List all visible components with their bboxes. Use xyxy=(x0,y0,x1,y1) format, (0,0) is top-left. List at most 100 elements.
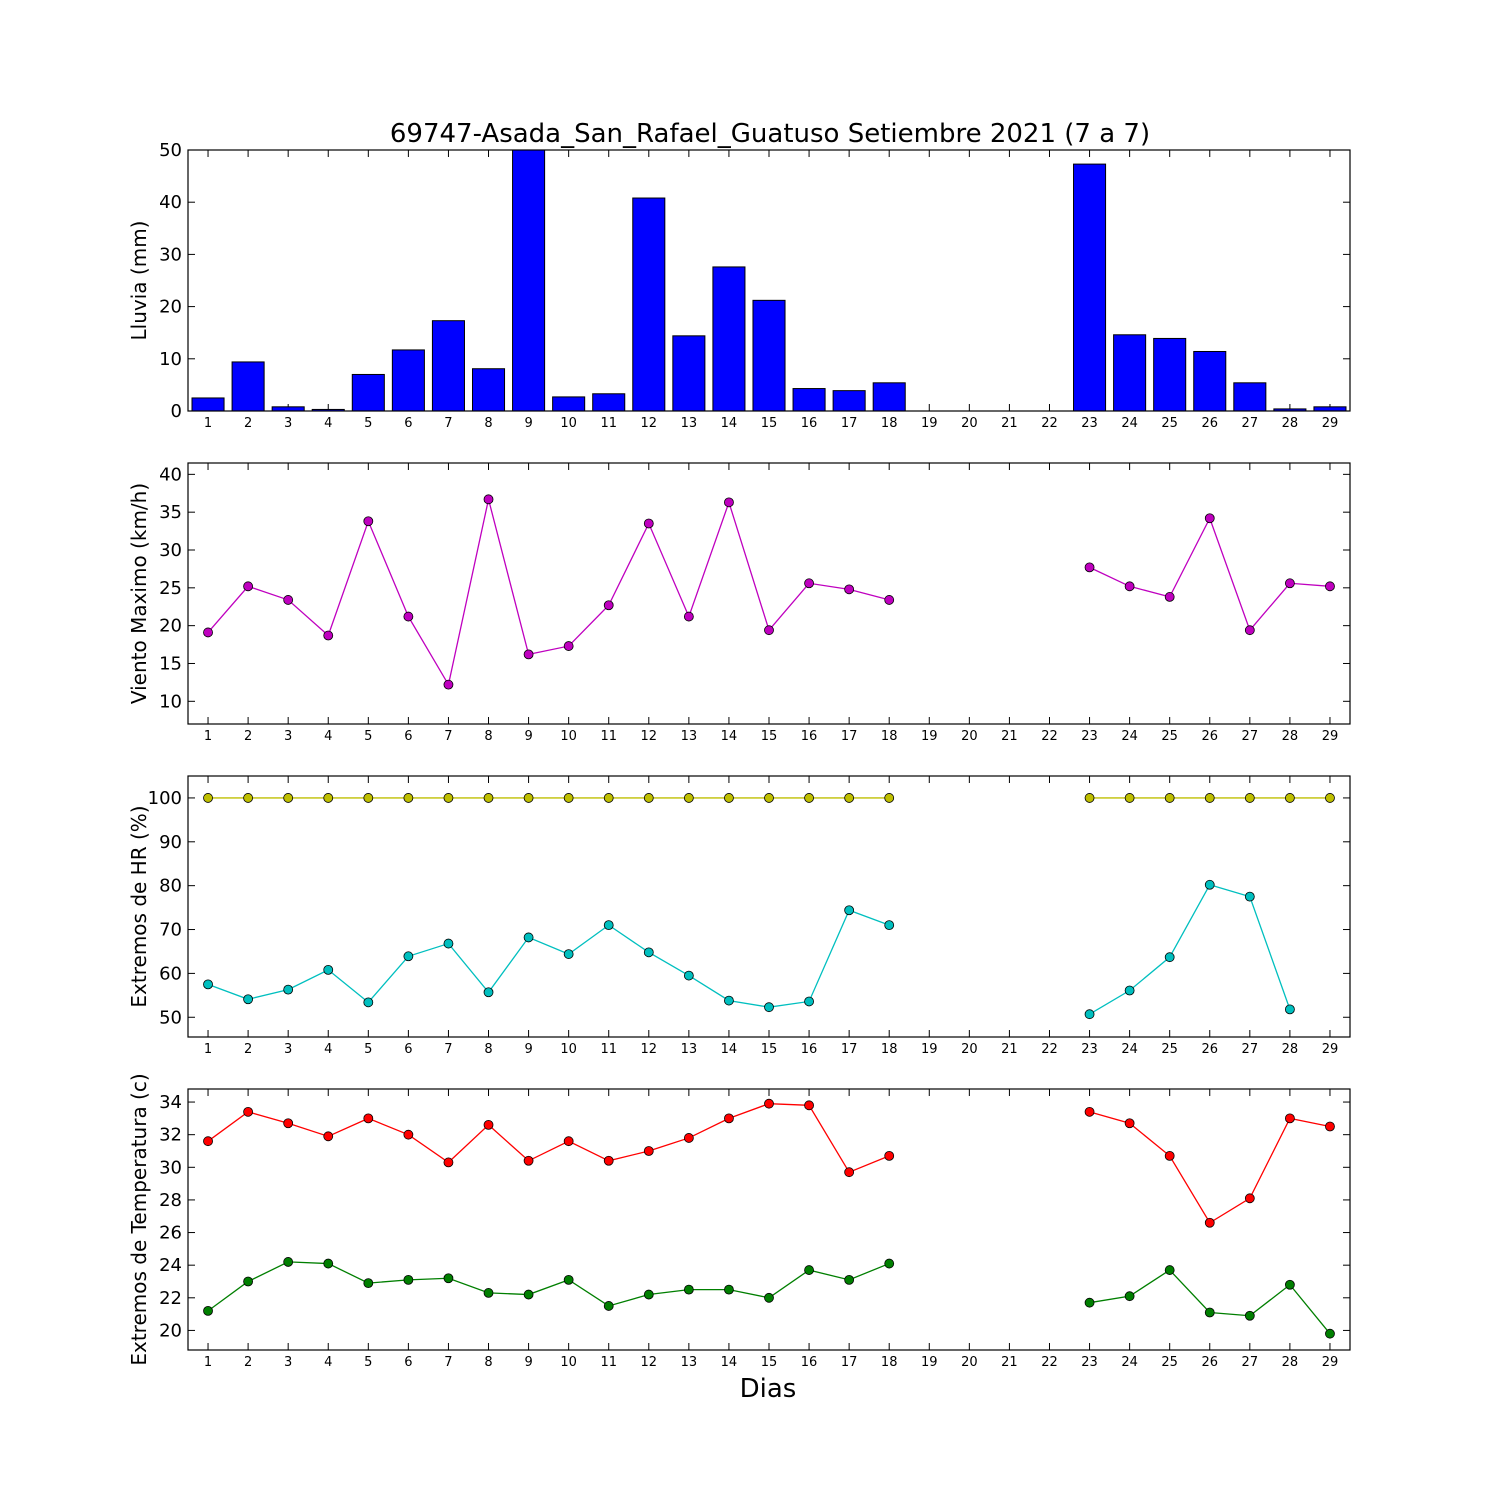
rain-xtick-label: 10 xyxy=(560,416,577,431)
temperature-data-point xyxy=(243,1106,254,1117)
humidity-data-point xyxy=(1164,952,1175,963)
temperature-data-point xyxy=(804,1265,814,1275)
wind-data-point xyxy=(1244,625,1255,636)
temperature-xtick-label: 11 xyxy=(600,1355,617,1370)
humidity-xtick-label: 18 xyxy=(881,1042,898,1057)
humidity-xtick-label: 29 xyxy=(1322,1042,1339,1057)
wind-xtick-label: 21 xyxy=(1001,729,1018,744)
humidity-data-point xyxy=(844,905,855,916)
wind-xtick-label: 5 xyxy=(364,729,372,744)
wind-ytick-label: 15 xyxy=(159,653,182,674)
temperature-data-point xyxy=(1284,1113,1295,1124)
wind-data-point xyxy=(1124,581,1135,592)
humidity-data-point xyxy=(724,995,734,1006)
humidity-data-point xyxy=(764,793,774,803)
humidity-plot-area xyxy=(203,793,1335,1020)
temperature-data-point xyxy=(403,1274,414,1285)
rain-bar xyxy=(512,150,546,411)
temperature-y-axis-label: Extremos de Temperatura (c) xyxy=(127,1073,151,1365)
temperature-xtick-label: 6 xyxy=(404,1355,412,1370)
rain-xtick-label: 6 xyxy=(404,416,412,431)
humidity-data-point xyxy=(523,932,534,943)
humidity-xtick-label: 1 xyxy=(204,1042,212,1057)
temperature-ytick-label: 34 xyxy=(159,1092,182,1113)
wind-xtick-label: 8 xyxy=(484,729,492,744)
humidity-xtick-label: 22 xyxy=(1041,1042,1058,1057)
rain-bar xyxy=(752,299,786,411)
rain-ytick-label: 20 xyxy=(159,297,182,318)
temperature-data-point xyxy=(283,1118,294,1129)
temperature-data-point xyxy=(363,1278,374,1289)
humidity-ytick-label: 80 xyxy=(159,876,182,897)
humidity-xtick-label: 2 xyxy=(244,1042,252,1057)
rain-ytick-label: 50 xyxy=(159,140,182,161)
humidity-data-point xyxy=(443,793,454,803)
humidity-data-point xyxy=(443,938,454,949)
temperature-xtick-label: 5 xyxy=(364,1355,372,1370)
x-axis-label: Dias xyxy=(740,1374,797,1404)
rain-bar xyxy=(351,373,385,411)
rain-xtick-label: 28 xyxy=(1282,416,1299,431)
temperature-data-point xyxy=(1164,1150,1175,1161)
temperature-data-point xyxy=(1164,1265,1175,1275)
humidity-data-point xyxy=(1244,891,1255,902)
rain-xtick-label: 16 xyxy=(801,416,818,431)
humidity-data-point xyxy=(1124,793,1135,803)
rain-bar xyxy=(832,390,866,411)
temperature-xtick-label: 27 xyxy=(1242,1355,1259,1370)
rain-xtick-label: 2 xyxy=(244,416,252,431)
temperature-data-point xyxy=(203,1305,213,1316)
rain-xtick-label: 4 xyxy=(324,416,332,431)
humidity-data-point xyxy=(764,1002,774,1013)
rain-xtick-label: 15 xyxy=(761,416,778,431)
rain-bar xyxy=(471,368,506,411)
wind-xtick-label: 7 xyxy=(444,729,452,744)
rain-ytick-label: 0 xyxy=(171,401,182,422)
humidity-xtick-label: 3 xyxy=(284,1042,292,1057)
wind-data-point xyxy=(764,625,774,636)
temperature-data-point xyxy=(1124,1118,1135,1129)
humidity-xtick-label: 20 xyxy=(961,1042,978,1057)
rain-bar xyxy=(191,397,225,411)
wind-xtick-label: 29 xyxy=(1322,729,1339,744)
temperature-xtick-label: 29 xyxy=(1322,1355,1339,1370)
rain-xtick-label: 22 xyxy=(1041,416,1058,431)
temperature-data-point xyxy=(243,1276,254,1287)
humidity-ytick-label: 70 xyxy=(159,920,182,941)
temperature-xtick-label: 13 xyxy=(681,1355,698,1370)
humidity-data-point xyxy=(884,920,895,931)
rain-xtick-label: 25 xyxy=(1161,416,1178,431)
rain-xtick-label: 29 xyxy=(1322,416,1339,431)
humidity-xtick-label: 5 xyxy=(364,1042,372,1057)
wind-data-point xyxy=(403,611,414,622)
humidity-xtick-label: 14 xyxy=(721,1042,738,1057)
temperature-xtick-label: 3 xyxy=(284,1355,292,1370)
humidity-data-point xyxy=(643,793,654,803)
rain-xtick-label: 19 xyxy=(921,416,938,431)
wind-ytick-label: 20 xyxy=(159,616,182,637)
humidity-xtick-label: 7 xyxy=(444,1042,452,1057)
rain-bar xyxy=(1193,350,1227,411)
rain-bar xyxy=(231,361,265,411)
wind-xtick-label: 24 xyxy=(1121,729,1138,744)
temperature-xtick-label: 1 xyxy=(204,1355,212,1370)
rain-xtick-label: 3 xyxy=(284,416,292,431)
temperature-xtick-label: 21 xyxy=(1001,1355,1018,1370)
temperature-ytick-label: 28 xyxy=(159,1190,182,1211)
wind-data-point xyxy=(643,518,654,529)
humidity-data-point xyxy=(403,951,414,962)
rain-bar xyxy=(1313,406,1347,411)
rain-bar xyxy=(672,335,706,411)
rain-xtick-label: 12 xyxy=(641,416,658,431)
wind-xtick-label: 17 xyxy=(841,729,858,744)
wind-xtick-label: 1 xyxy=(204,729,212,744)
temperature-series-line xyxy=(207,1261,890,1312)
temperature-data-point xyxy=(683,1133,694,1143)
rain-xtick-label: 5 xyxy=(364,416,372,431)
rain-bar xyxy=(1113,334,1147,411)
wind-data-point xyxy=(203,627,213,638)
rain-xtick-label: 11 xyxy=(600,416,617,431)
